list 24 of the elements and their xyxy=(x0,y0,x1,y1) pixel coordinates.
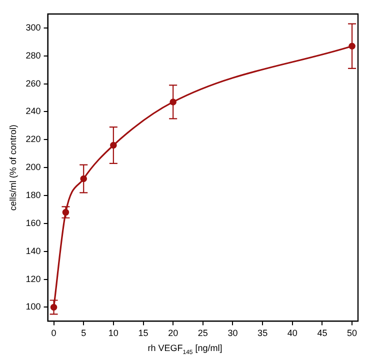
x-tick-label: 50 xyxy=(347,328,358,338)
y-tick-label: 280 xyxy=(26,50,41,60)
x-tick-label: 35 xyxy=(258,328,268,338)
x-tick-label: 40 xyxy=(287,328,298,338)
x-tick-label: 15 xyxy=(138,328,148,338)
y-tick-label: 220 xyxy=(26,134,41,144)
x-tick-label: 20 xyxy=(168,328,178,338)
y-tick-label: 200 xyxy=(26,162,41,172)
y-tick-label: 120 xyxy=(26,274,41,284)
x-tick-label: 30 xyxy=(228,328,238,338)
x-tick-label: 0 xyxy=(51,328,56,338)
x-axis-title: rh VEGF$_{145}$ [ng/ml] xyxy=(146,343,224,356)
x-tick-label: 5 xyxy=(81,328,86,338)
x-tick-label: 10 xyxy=(108,328,118,338)
y-tick-label: 100 xyxy=(26,302,41,312)
x-tick-label: 25 xyxy=(198,328,208,338)
y-tick-label: 180 xyxy=(26,190,41,200)
x-tick-label: 45 xyxy=(317,328,328,338)
y-tick-label: 300 xyxy=(26,22,41,32)
y-tick-label: 240 xyxy=(26,106,41,116)
y-axis-title: cells/ml (% of control) xyxy=(8,124,18,211)
y-tick-label: 160 xyxy=(26,218,41,228)
y-tick-label: 260 xyxy=(26,78,41,88)
y-tick-label: 140 xyxy=(26,246,41,256)
